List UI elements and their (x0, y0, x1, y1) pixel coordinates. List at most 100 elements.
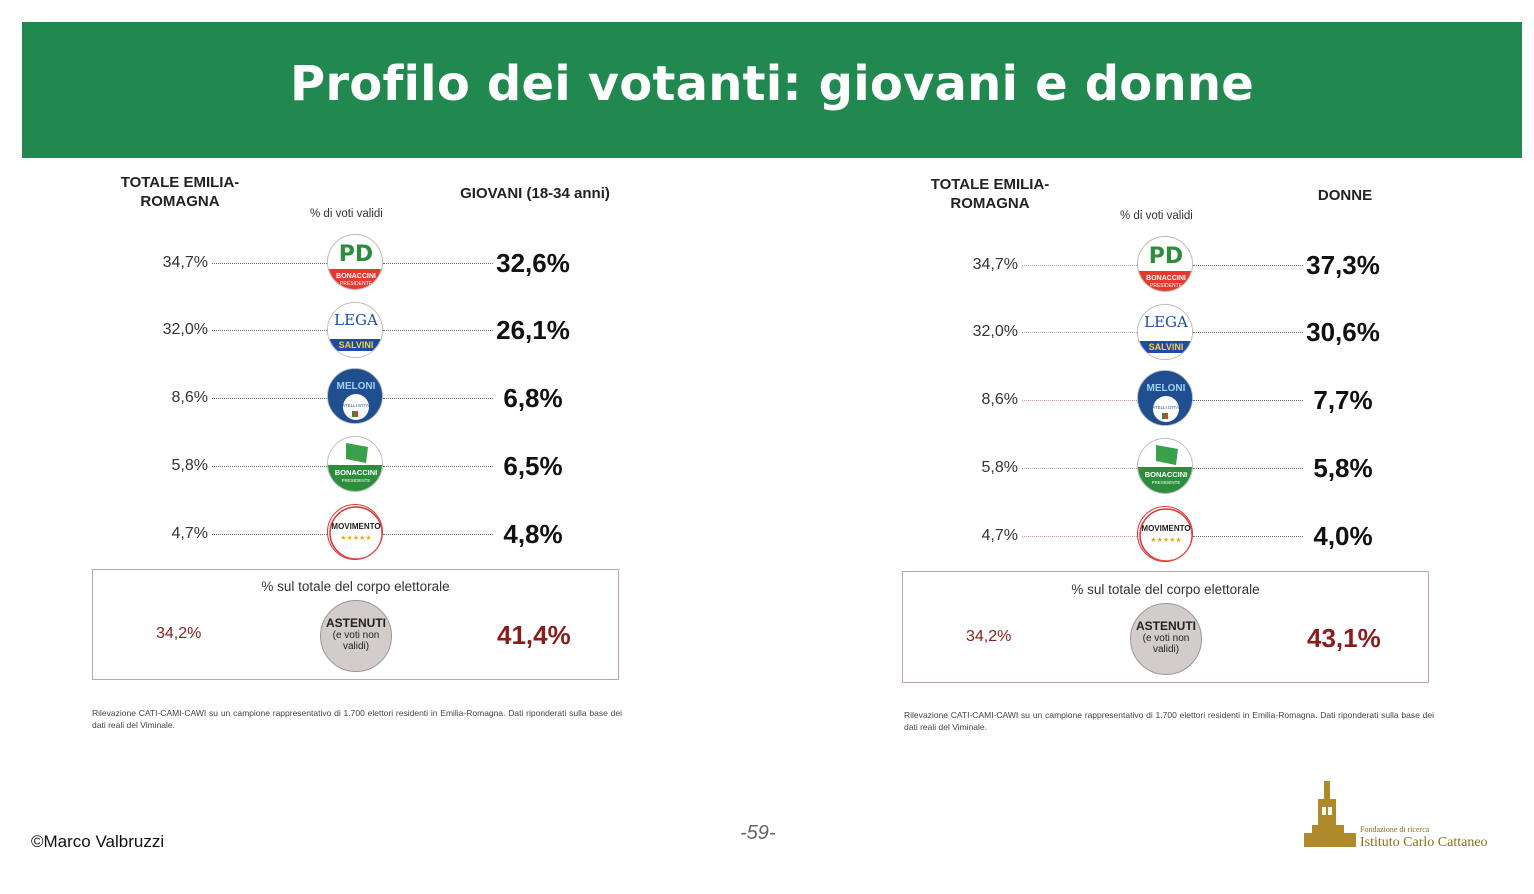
logo-subtext: LEGA (334, 311, 378, 329)
methodology-note: Rilevazione CATI-CAMI-CAWI su un campion… (92, 708, 622, 730)
logo-text: MOVIMENTO (331, 522, 380, 531)
dotted-leader (212, 398, 327, 399)
group-value: 4,0% (1313, 521, 1373, 551)
abstention-value: 43,1% (1307, 623, 1381, 653)
party-row: 8,6% MELONI FRATELLI D'ITALIA 7,7% (900, 370, 1500, 430)
total-value: 5,8% (981, 459, 1018, 476)
party-row: 5,8% BONACCINI PRESIDENTE 6,5% (90, 436, 690, 496)
svg-text:PD: PD (1149, 244, 1183, 269)
party-row: 5,8% BONACCINI PRESIDENTE 5,8% (900, 438, 1500, 498)
abstention-total: 34,2% (966, 628, 1012, 645)
dotted-leader (383, 398, 493, 399)
party-row: 4,7% MOVIMENTO ★★★★★ 4,8% (90, 504, 690, 564)
panel-giovani: TOTALE EMILIA-ROMAGNA % di voti validi G… (90, 0, 690, 894)
dotted-leader (1022, 468, 1137, 469)
logo-text: SALVINI (339, 340, 374, 350)
dotted-leader (1193, 536, 1303, 537)
bonaccini-logo-icon: BONACCINI PRESIDENTE (327, 436, 383, 492)
group-value: 26,1% (496, 315, 570, 345)
total-value: 4,7% (981, 527, 1018, 544)
total-value: 5,8% (171, 457, 208, 474)
dotted-leader (212, 330, 327, 331)
dotted-leader (1193, 400, 1303, 401)
header-valid-votes: % di voti validi (310, 208, 383, 220)
total-value: 34,7% (972, 256, 1018, 273)
methodology-note: Rilevazione CATI-CAMI-CAWI su un campion… (904, 710, 1434, 732)
dotted-leader (212, 263, 327, 264)
copyright: ©Marco Valbruzzi (31, 832, 165, 851)
logo-text: BONACCINI (1145, 470, 1188, 479)
org-name: Istituto Carlo Cattaneo (1360, 835, 1488, 850)
abstention-label: ASTENUTI (1136, 619, 1196, 633)
dotted-leader (212, 534, 327, 535)
logo-text: BONACCINI (336, 273, 376, 280)
abstention-label: ASTENUTI (326, 616, 386, 630)
abstention-total: 34,2% (156, 625, 202, 642)
dotted-leader (1193, 265, 1303, 266)
dotted-leader (1022, 400, 1137, 401)
abstention-icon: ASTENUTI (e voti non validi) (320, 600, 392, 672)
dotted-leader (383, 534, 493, 535)
abstention-sub: (e voti non validi) (1142, 633, 1190, 655)
dotted-leader (383, 330, 493, 331)
dotted-leader (1022, 536, 1137, 537)
dotted-leader (383, 263, 493, 264)
tower-icon (1304, 781, 1356, 847)
group-value: 6,8% (503, 383, 563, 413)
page-title: Profilo dei votanti: giovani e donne (290, 56, 1254, 112)
party-row: 32,0% LEGA SALVINI 26,1% (90, 302, 690, 362)
page-number: -59- (740, 822, 776, 844)
abstention-icon: ASTENUTI (e voti non validi) (1130, 603, 1202, 675)
bonaccini-logo-icon: BONACCINI PRESIDENTE (1137, 438, 1193, 494)
logo-text: BONACCINI (335, 468, 378, 477)
cattaneo-logo: Fondazione di ricerca Istituto Carlo Cat… (1300, 775, 1510, 855)
header-group: GIOVANI (18-34 anni) (460, 185, 610, 202)
logo-subtext: PRESIDENTE (342, 478, 371, 483)
m5s-logo-icon: MOVIMENTO ★★★★★ (327, 504, 383, 560)
dotted-leader (1022, 332, 1137, 333)
logo-subtext: FRATELLI D'ITALIA (1146, 405, 1185, 410)
logo-subtext: FRATELLI D'ITALIA (336, 403, 375, 408)
dotted-leader (383, 466, 493, 467)
m5s-logo-icon: MOVIMENTO ★★★★★ (1137, 506, 1193, 562)
total-value: 32,0% (972, 323, 1018, 340)
dotted-leader (1193, 468, 1303, 469)
party-row: 34,7% PD BONACCINI PRESIDENTE 32,6% (90, 234, 690, 294)
total-value: 8,6% (981, 391, 1018, 408)
total-value: 34,7% (162, 254, 208, 271)
group-value: 37,3% (1306, 250, 1380, 280)
pd-logo-icon: PD BONACCINI PRESIDENTE (327, 234, 383, 290)
header-group: DONNE (1317, 187, 1373, 204)
party-row: 8,6% MELONI FRATELLI D'ITALIA 6,8% (90, 368, 690, 428)
logo-subtext: PRESIDENTE (1150, 283, 1183, 289)
title-banner: Profilo dei votanti: giovani e donne (22, 22, 1522, 158)
lega-logo-icon: LEGA SALVINI (327, 302, 383, 358)
total-value: 4,7% (171, 525, 208, 542)
total-value: 32,0% (162, 321, 208, 338)
logo-text: BONACCINI (1146, 275, 1186, 282)
svg-text:★★★★★: ★★★★★ (340, 534, 371, 542)
dotted-leader (212, 466, 327, 467)
party-row: 34,7% PD BONACCINI PRESIDENTE 37,3% (900, 236, 1500, 296)
lega-logo-icon: LEGA SALVINI (1137, 304, 1193, 360)
abstention-sub: (e voti non validi) (332, 630, 380, 652)
group-value: 30,6% (1306, 317, 1380, 347)
logo-text: MOVIMENTO (1141, 524, 1190, 533)
total-value: 8,6% (171, 389, 208, 406)
dotted-leader (1193, 332, 1303, 333)
party-row: 4,7% MOVIMENTO ★★★★★ 4,0% (900, 506, 1500, 566)
abstention-value: 41,4% (497, 620, 571, 650)
logo-text: MELONI (1147, 383, 1186, 394)
logo-subtext: LEGA (1144, 313, 1188, 331)
svg-text:★★★★★: ★★★★★ (1150, 536, 1181, 544)
header-total: TOTALE EMILIA-ROMAGNA (120, 174, 240, 210)
group-value: 4,8% (503, 519, 563, 549)
fdi-logo-icon: MELONI FRATELLI D'ITALIA (327, 368, 383, 424)
org-small: Fondazione di ricerca (1360, 825, 1430, 834)
dotted-leader (1022, 265, 1137, 266)
header-total: TOTALE EMILIA-ROMAGNA (930, 176, 1050, 212)
group-value: 5,8% (1313, 453, 1373, 483)
fdi-logo-icon: MELONI FRATELLI D'ITALIA (1137, 370, 1193, 426)
group-value: 6,5% (503, 451, 563, 481)
pd-logo-icon: PD BONACCINI PRESIDENTE (1137, 236, 1193, 292)
